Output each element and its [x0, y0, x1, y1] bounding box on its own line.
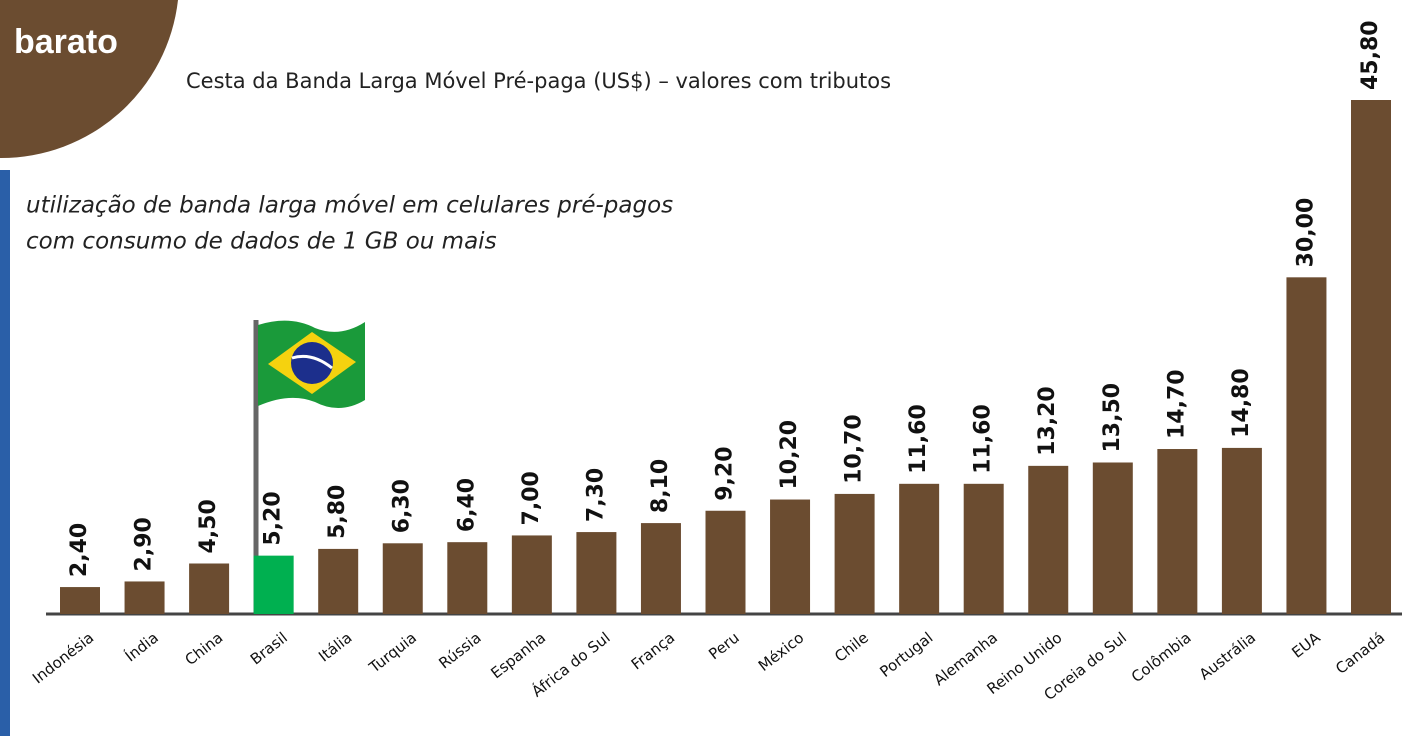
x-tick-label: Peru: [705, 629, 742, 664]
bar: [705, 510, 746, 614]
x-tick-label: Espanha: [487, 629, 549, 683]
bar: [1092, 462, 1133, 614]
header: barato: [14, 23, 118, 61]
subtitle: com consumo de dados de 1 GB ou mais: [26, 229, 497, 255]
value-label: 11,60: [971, 404, 996, 474]
value-label: 9,20: [713, 446, 738, 500]
value-label: 2,90: [132, 517, 157, 571]
bar: [253, 555, 294, 614]
bar: [447, 542, 488, 614]
bar: [60, 587, 100, 614]
x-tick-label: Austrália: [1196, 629, 1259, 684]
value-label: 13,20: [1035, 386, 1060, 456]
bar: [1286, 277, 1327, 614]
value-label: 8,10: [648, 459, 673, 513]
bar: [382, 543, 423, 614]
value-label: 30,00: [1293, 198, 1318, 268]
bar: [1028, 465, 1069, 614]
bar: [1221, 447, 1262, 614]
bar: [834, 493, 875, 614]
side-image: [0, 170, 10, 736]
bar: [899, 483, 940, 614]
value-label: 5,20: [261, 491, 286, 545]
value-label: 2,40: [67, 523, 92, 577]
subtitle: utilização de banda larga móvel em celul…: [26, 193, 673, 219]
value-label: 6,40: [454, 478, 479, 532]
x-tick-label: China: [181, 629, 226, 670]
bar: [770, 499, 811, 614]
x-tick-label: Portugal: [876, 629, 936, 681]
bar: [511, 535, 552, 614]
value-label: 10,70: [842, 414, 867, 484]
value-label: 7,30: [583, 468, 608, 522]
x-tick-label: Colômbia: [1128, 629, 1195, 687]
x-tick-label: EUA: [1288, 628, 1324, 662]
x-tick-label: Indonésia: [29, 629, 97, 688]
x-tick-label: Rússia: [435, 629, 484, 673]
value-label: 14,70: [1164, 369, 1189, 439]
bar: [318, 548, 359, 614]
x-tick-label: Canadá: [1332, 629, 1388, 678]
x-tick-label: Brasil: [247, 629, 291, 669]
value-label: 4,50: [196, 499, 221, 553]
x-tick-label: Turquia: [365, 629, 420, 677]
bar: [640, 523, 681, 614]
x-tick-label: México: [755, 629, 807, 675]
header-shape: [0, 0, 178, 159]
bar: [1157, 449, 1198, 614]
bar: [189, 563, 230, 614]
chart-title: Cesta da Banda Larga Móvel Pré-paga (US$…: [186, 69, 891, 93]
value-label: 7,00: [519, 471, 544, 525]
x-tick-label: Índia: [121, 628, 162, 666]
value-label: 14,80: [1229, 368, 1254, 438]
value-label: 6,30: [390, 479, 415, 533]
bar: [963, 483, 1004, 614]
value-label: 11,60: [906, 404, 931, 474]
value-label: 45,80: [1358, 20, 1383, 90]
x-tick-label: Chile: [831, 629, 872, 666]
bar: [576, 532, 617, 614]
value-label: 10,20: [777, 420, 802, 490]
value-label: 5,80: [325, 485, 350, 539]
x-tick-label: Itália: [315, 629, 355, 666]
bar: [1351, 100, 1391, 614]
bar: [124, 581, 165, 614]
value-label: 13,50: [1100, 383, 1125, 453]
x-tick-label: França: [628, 629, 678, 674]
